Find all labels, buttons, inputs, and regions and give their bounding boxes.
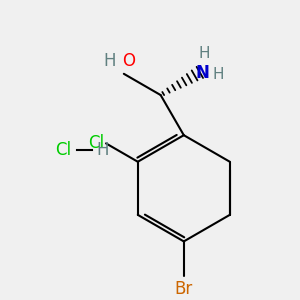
Text: Br: Br xyxy=(175,280,193,298)
Text: H: H xyxy=(96,141,108,159)
Text: H: H xyxy=(212,67,224,82)
Text: Cl: Cl xyxy=(88,134,104,152)
Text: H: H xyxy=(199,46,210,61)
Text: H: H xyxy=(103,52,116,70)
Text: Cl: Cl xyxy=(56,141,71,159)
Text: O: O xyxy=(122,52,135,70)
Text: N: N xyxy=(196,64,209,82)
